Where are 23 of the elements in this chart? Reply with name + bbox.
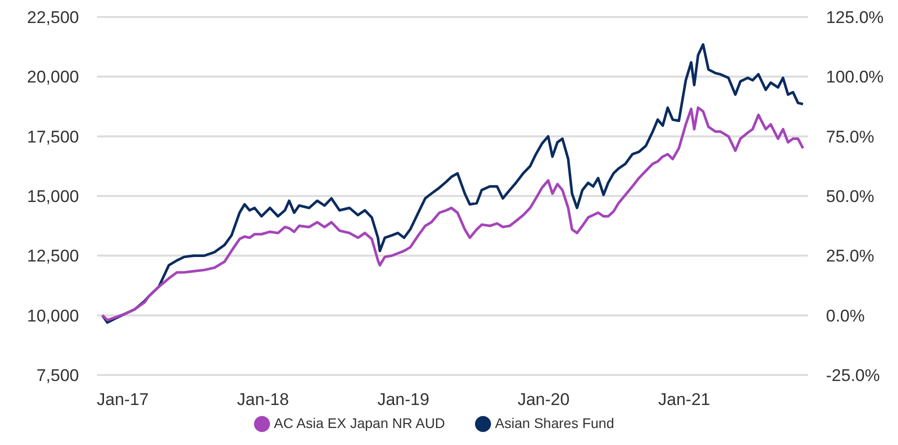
legend-label: AC Asia EX Japan NR AUD — [274, 415, 446, 431]
y2-tick-label: 100.0% — [826, 68, 884, 87]
y2-tick-label: 50.0% — [826, 187, 874, 206]
x-tick-label: Jan-21 — [658, 390, 710, 410]
y-tick-label: 17,500 — [27, 127, 79, 146]
x-tick-label: Jan-19 — [377, 390, 430, 410]
y2-tick-label: 75.0% — [826, 127, 874, 146]
x-tick-label: Jan-17 — [96, 390, 149, 410]
y2-tick-label: 125.0% — [826, 8, 884, 28]
x-tick-label: Jan-20 — [518, 390, 570, 410]
line-series — [101, 106, 804, 322]
y-tick-label: 10,000 — [27, 306, 79, 326]
y2-tick-label: -25.0% — [826, 366, 880, 386]
y-tick-label: 7,500 — [36, 366, 79, 386]
y-tick-label: 15,000 — [27, 187, 79, 206]
y-tick-label: 12,500 — [27, 246, 79, 266]
line-series — [101, 43, 804, 324]
legend-label: Asian Shares Fund — [495, 415, 614, 431]
y2-tick-label: 25.0% — [826, 246, 874, 266]
y2-tick-label: 0.0% — [826, 306, 865, 326]
x-tick-label: Jan-18 — [237, 390, 290, 410]
y-tick-label: 20,000 — [27, 68, 79, 87]
y-tick-label: 22,500 — [27, 8, 79, 28]
